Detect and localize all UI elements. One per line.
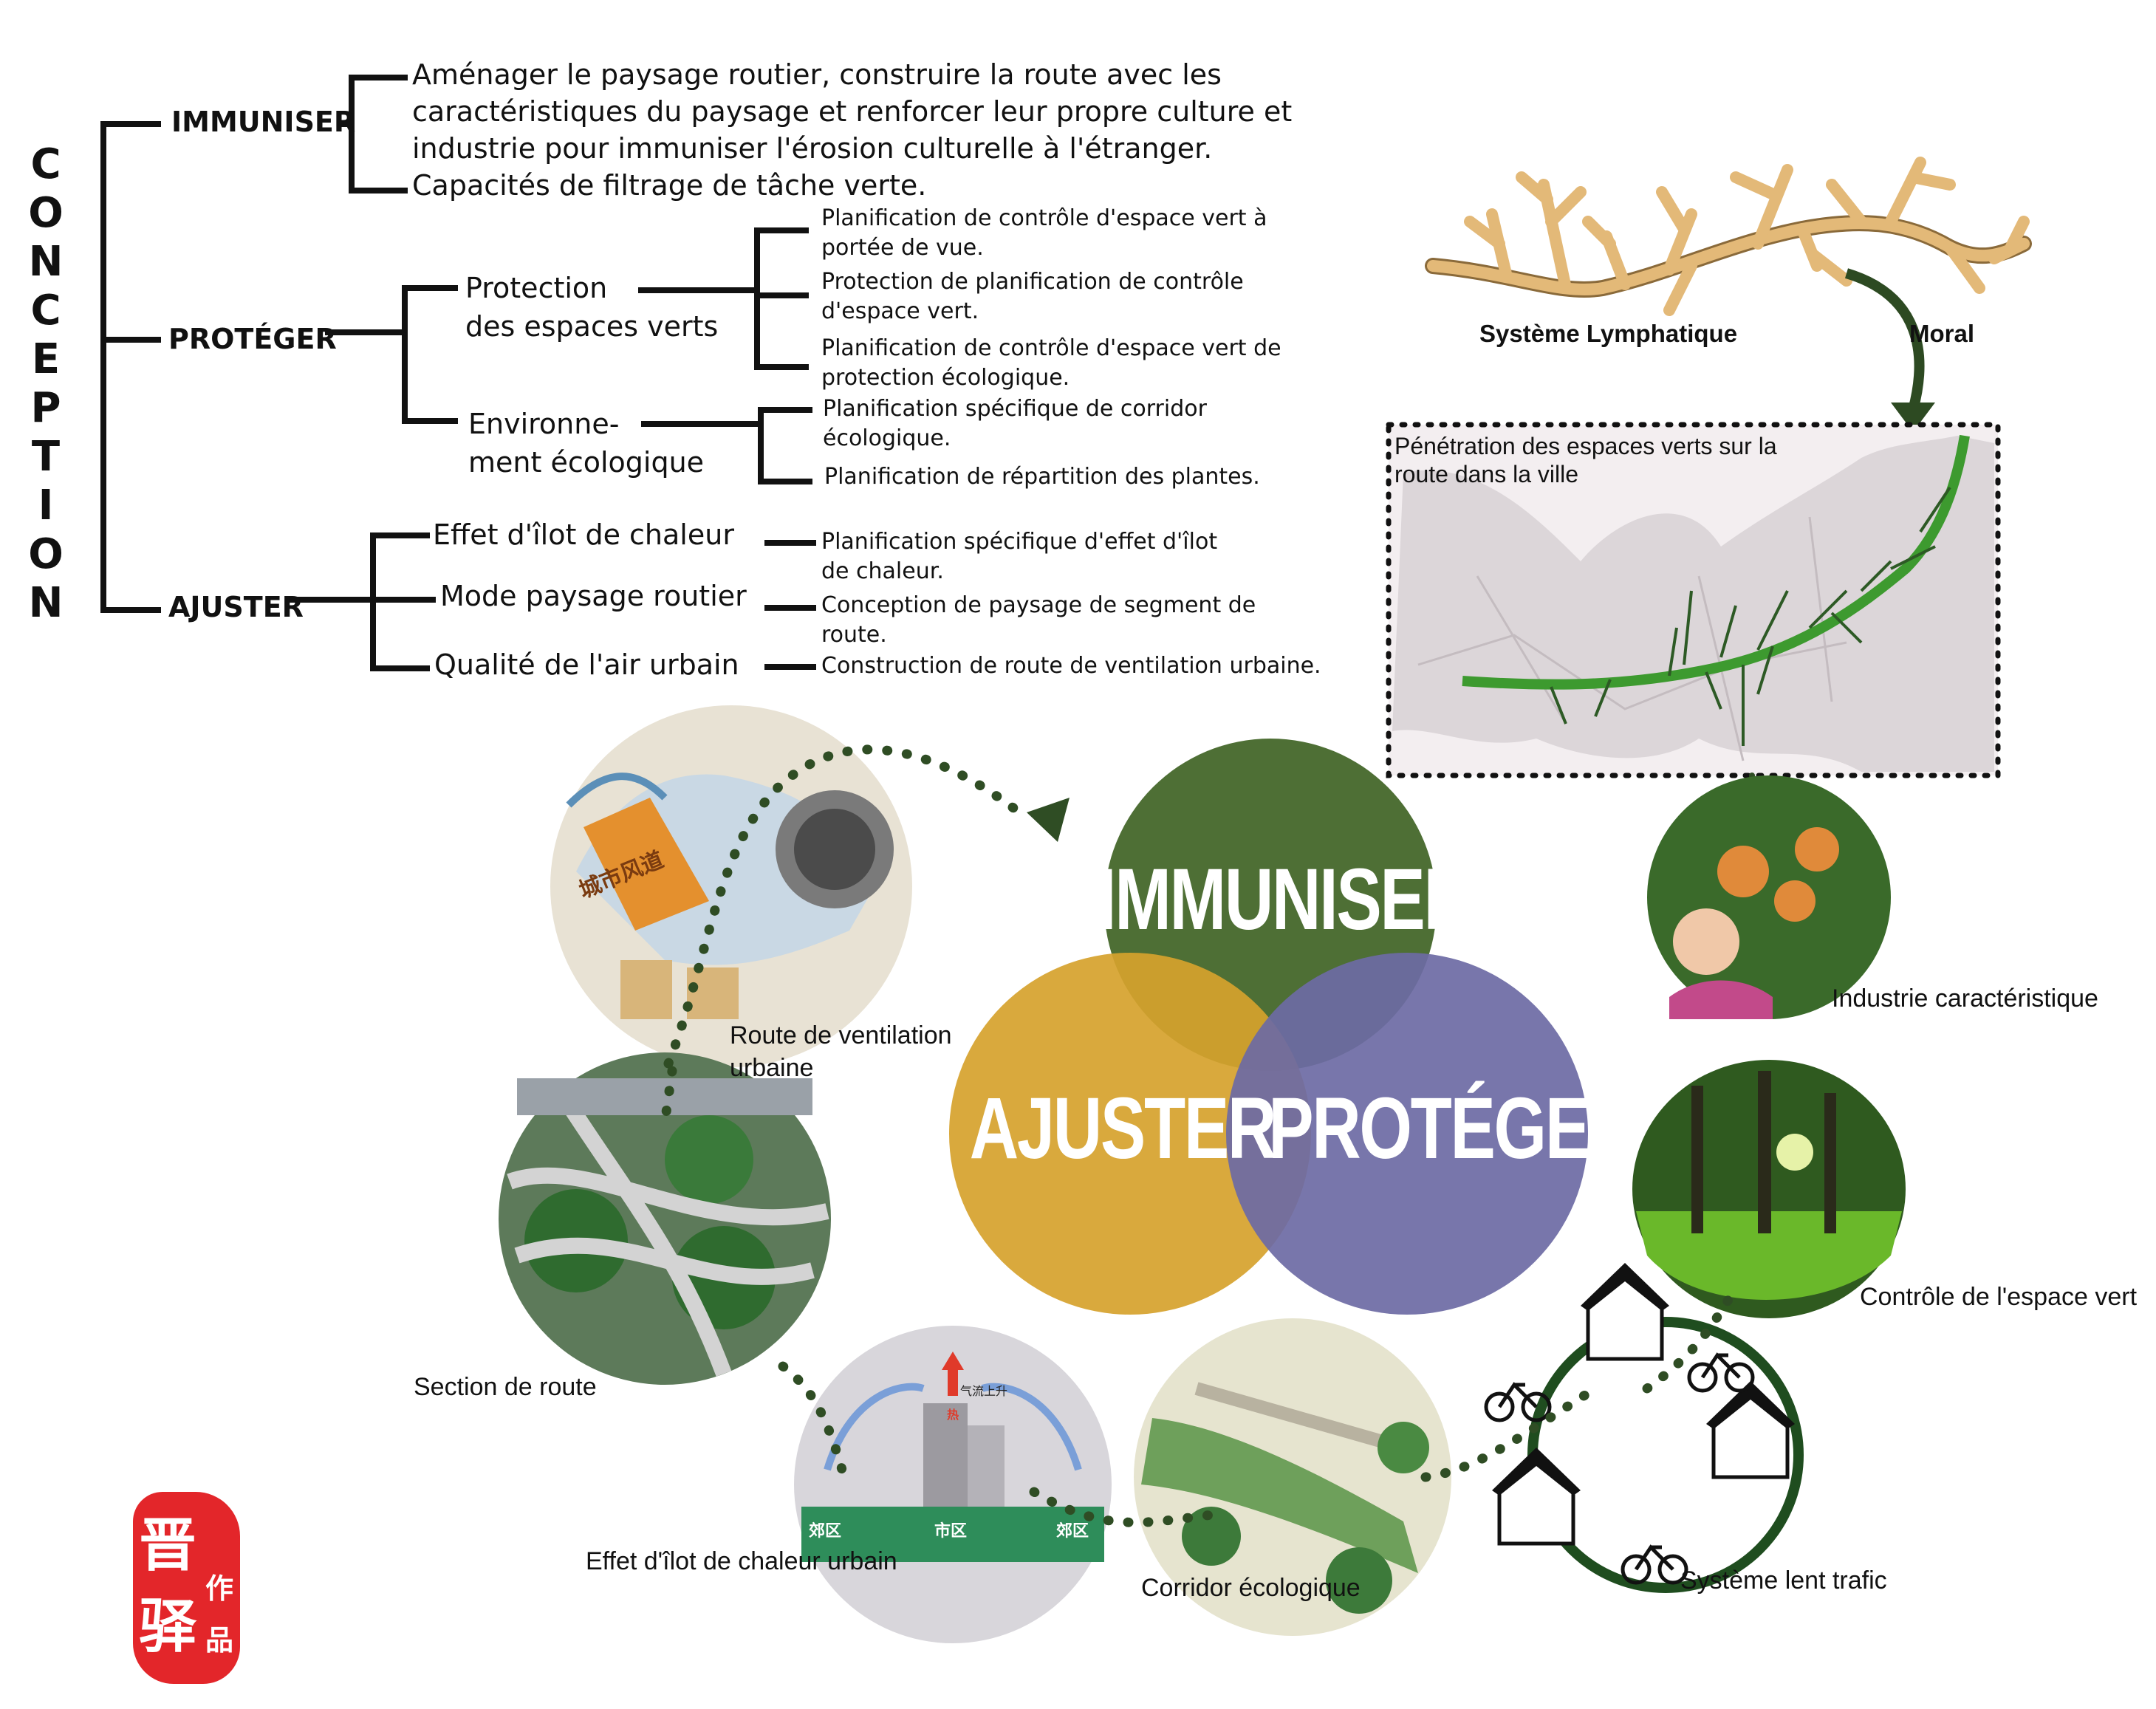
item-line: Planification spécifique de corridor [823, 396, 1207, 422]
item-line: portée de vue. [821, 235, 984, 261]
venn-circle-proteger [1226, 953, 1588, 1315]
venn-circle-ajuster [949, 953, 1311, 1315]
title-letter: C [30, 140, 61, 188]
description-line: caractéristiques du paysage et renforcer… [412, 95, 1293, 128]
immuniser-description: Aménager le paysage routier, construire … [412, 56, 1372, 204]
moral-label: Moral [1909, 320, 1975, 347]
seal-char: 作 [205, 1572, 234, 1605]
item-line: Construction de route de ventilation urb… [821, 653, 1321, 679]
caption-line: route dans la ville [1394, 461, 1579, 487]
ajuster-row-2-label: Mode paysage routier [440, 580, 747, 612]
item-line: Planification spécifique d'effet d'îlot [821, 529, 1218, 555]
ajuster-item-3: Construction de route de ventilation urb… [821, 651, 1321, 681]
heat-suburb-left: 郊区 [809, 1522, 842, 1541]
venn-diagram [949, 739, 1588, 1315]
conception-vertical-title: C O N C E P T I O N [16, 140, 75, 628]
venn-label-immuniser: IMMUNISER [1098, 851, 1473, 948]
caption-line: Route de ventilation [730, 1021, 952, 1049]
title-letter: N [28, 238, 64, 286]
heat-hot: 热 [947, 1408, 959, 1422]
item-line: écologique. [823, 425, 951, 451]
caption-section: Section de route [414, 1373, 597, 1401]
label-line: des espaces verts [465, 310, 719, 343]
item-line: Conception de paysage de segment de [821, 592, 1256, 618]
seal-char: 品 [205, 1623, 234, 1657]
description-line: industrie pour immuniser l'érosion cultu… [412, 132, 1213, 165]
title-letter: T [31, 433, 61, 481]
dotted-connectors [660, 744, 1734, 1527]
item-line: Planification de contrôle d'espace vert … [821, 335, 1281, 361]
ajuster-item-2: Conception de paysage de segment de rout… [821, 591, 1256, 650]
lymphatic-label: Système Lymphatique [1479, 320, 1738, 347]
environnement-item-2: Planification de répartition des plantes… [824, 462, 1260, 492]
heat-suburb-right: 郊区 [1056, 1522, 1089, 1541]
item-line: protection écologique. [821, 365, 1070, 391]
environnement-label: Environne- ment écologique [468, 405, 704, 482]
photo-ventilation [550, 705, 912, 1067]
proteger-label: PROTÉGER [168, 323, 337, 355]
seal-char: 晋 [139, 1512, 197, 1579]
protection-item-2: Protection de planification de contrôle … [821, 267, 1244, 326]
title-letter: O [28, 530, 64, 578]
label-line: ment écologique [468, 446, 705, 479]
venn-label-ajuster: AJUSTER [969, 1080, 1277, 1177]
description-line: Capacités de filtrage de tâche verte. [412, 169, 927, 202]
seal-char: 驿 [139, 1593, 197, 1660]
caption-line: Pénétration des espaces verts sur la [1394, 433, 1777, 459]
photo-industry [1647, 775, 1891, 1019]
slow-traffic-diagram [1484, 1263, 1804, 1593]
tree-brackets [100, 75, 816, 671]
protection-item-3: Planification de contrôle d'espace vert … [821, 334, 1281, 393]
ajuster-row-3-label: Qualité de l'air urbain [434, 648, 739, 681]
item-line: Planification de répartition des plantes… [824, 464, 1260, 490]
house-roofs [1492, 1263, 1795, 1496]
caption-line: urbaine [730, 1054, 814, 1082]
map-box [1386, 422, 2001, 778]
map-caption: Pénétration des espaces verts sur la rou… [1394, 432, 1777, 488]
item-line: route. [821, 622, 887, 648]
red-seal-logo: 晋 驿 作 品 [133, 1492, 240, 1684]
item-line: d'espace vert. [821, 298, 979, 324]
caption-corridor: Corridor écologique [1141, 1574, 1361, 1602]
label-line: Protection [465, 272, 608, 304]
ajuster-item-1: Planification spécifique d'effet d'îlot … [821, 527, 1217, 586]
heat-urban: 市区 [934, 1522, 968, 1541]
caption-green-control: Contrôle de l'espace vert [1860, 1283, 2138, 1311]
moral-arrow [1844, 268, 1925, 411]
caption-heat-island: Effet d'îlot de chaleur urbain [586, 1547, 897, 1575]
caption-slow-traffic: Système lent trafic [1680, 1566, 1887, 1595]
title-letter: O [28, 189, 64, 237]
ajuster-label: AJUSTER [168, 591, 304, 623]
title-letter: I [38, 482, 54, 530]
moral-arrowhead [1891, 403, 1935, 432]
item-line: Planification de contrôle d'espace vert … [821, 205, 1267, 231]
title-letter: P [30, 384, 61, 432]
photo-road-section [499, 1052, 831, 1385]
venn-label-proteger: PROTÉGER [1268, 1080, 1637, 1177]
bicycle-icons [1484, 1352, 1755, 1585]
immuniser-label: IMMUNISER [171, 106, 356, 138]
caption-ventilation: Route de ventilation urbaine [730, 1019, 952, 1084]
ajuster-row-1-label: Effet d'îlot de chaleur [433, 518, 734, 551]
title-letter: N [28, 579, 64, 627]
environnement-item-1: Planification spécifique de corridor éco… [823, 394, 1207, 453]
description-line: Aménager le paysage routier, construire … [412, 58, 1222, 91]
protection-label: Protection des espaces verts [465, 269, 718, 346]
title-letter: C [30, 287, 61, 335]
item-line: de chaleur. [821, 558, 944, 584]
title-letter: E [31, 335, 61, 383]
photo-green-control [1632, 1060, 1906, 1318]
label-line: Environne- [468, 408, 620, 440]
protection-item-1: Planification de contrôle d'espace vert … [821, 204, 1267, 263]
caption-industry: Industrie caractéristique [1832, 984, 2098, 1013]
arrowhead-to-venn [1027, 798, 1070, 842]
heat-air-rise: 气流上升 [960, 1384, 1008, 1398]
photo-corridor [1134, 1318, 1451, 1636]
item-line: Protection de planification de contrôle [821, 269, 1244, 295]
photo-heat-island [794, 1326, 1112, 1643]
lymphatic-tree-icon [1425, 157, 2032, 316]
